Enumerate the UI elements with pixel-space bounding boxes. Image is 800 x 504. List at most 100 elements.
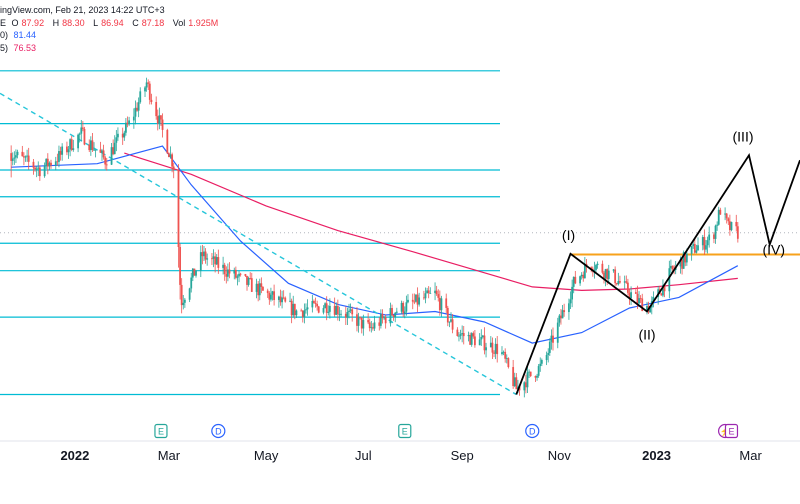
candle[interactable] <box>344 306 347 325</box>
candle[interactable] <box>27 147 30 170</box>
candle[interactable] <box>582 271 585 282</box>
candle[interactable] <box>183 297 186 308</box>
candle[interactable] <box>217 249 220 274</box>
candle[interactable] <box>615 282 618 286</box>
candle[interactable] <box>690 245 693 261</box>
candle[interactable] <box>324 302 326 309</box>
candle[interactable] <box>215 254 218 266</box>
candle[interactable] <box>270 287 272 302</box>
candle[interactable] <box>233 267 236 280</box>
candle[interactable] <box>190 272 193 293</box>
candle[interactable] <box>446 305 449 327</box>
candle[interactable] <box>357 312 360 333</box>
candle[interactable] <box>416 287 419 313</box>
candle[interactable] <box>400 300 403 315</box>
candle[interactable] <box>295 309 298 318</box>
candle[interactable] <box>258 278 261 301</box>
candle[interactable] <box>572 276 575 294</box>
candle[interactable] <box>271 290 274 301</box>
candle[interactable] <box>356 307 358 332</box>
candle[interactable] <box>735 214 738 232</box>
diagonal-trendline[interactable] <box>0 92 517 396</box>
candle[interactable] <box>124 118 127 136</box>
candle[interactable] <box>69 138 72 157</box>
candle[interactable] <box>628 289 631 305</box>
candle[interactable] <box>223 262 226 281</box>
candle[interactable] <box>290 298 293 324</box>
candle[interactable] <box>524 374 527 394</box>
candle[interactable] <box>539 357 542 372</box>
candle[interactable] <box>467 331 470 342</box>
candle[interactable] <box>526 366 529 394</box>
candle[interactable] <box>15 149 17 163</box>
candle[interactable] <box>257 280 260 302</box>
candle[interactable] <box>160 115 162 126</box>
candle[interactable] <box>394 311 397 323</box>
candle[interactable] <box>601 260 604 275</box>
candle[interactable] <box>472 331 475 339</box>
candle[interactable] <box>507 357 510 369</box>
candle[interactable] <box>681 259 683 275</box>
candle[interactable] <box>556 317 559 349</box>
candle[interactable] <box>437 289 440 302</box>
candle[interactable] <box>325 296 328 321</box>
candle[interactable] <box>418 292 421 307</box>
candle[interactable] <box>459 329 462 340</box>
candle[interactable] <box>638 291 640 307</box>
candle[interactable] <box>485 342 487 358</box>
candle[interactable] <box>619 275 621 284</box>
candle[interactable] <box>222 256 225 275</box>
candle[interactable] <box>434 282 436 301</box>
candle[interactable] <box>504 348 507 363</box>
candle[interactable] <box>537 364 540 378</box>
candle[interactable] <box>317 305 320 314</box>
candle[interactable] <box>714 224 717 244</box>
candle[interactable] <box>313 299 315 304</box>
candle[interactable] <box>728 214 731 236</box>
candle[interactable] <box>234 266 237 280</box>
candle[interactable] <box>148 81 151 105</box>
candle[interactable] <box>348 303 350 319</box>
candle[interactable] <box>663 284 666 298</box>
candle[interactable] <box>349 303 352 314</box>
candle[interactable] <box>596 261 599 269</box>
candle[interactable] <box>456 327 459 337</box>
candle[interactable] <box>158 107 161 130</box>
earnings-badge[interactable]: E <box>154 423 168 439</box>
candle[interactable] <box>314 297 317 308</box>
candle[interactable] <box>630 286 632 306</box>
candle[interactable] <box>626 278 629 296</box>
candle[interactable] <box>99 141 102 153</box>
candle[interactable] <box>448 321 451 328</box>
candle[interactable] <box>56 153 59 166</box>
candle[interactable] <box>340 309 342 317</box>
candle[interactable] <box>204 248 207 264</box>
candle[interactable] <box>102 144 105 160</box>
candle[interactable] <box>136 102 138 112</box>
candle[interactable] <box>617 272 620 286</box>
candle[interactable] <box>424 287 427 304</box>
candle[interactable] <box>150 93 153 105</box>
candle[interactable] <box>389 302 392 327</box>
candle[interactable] <box>652 291 655 308</box>
candle[interactable] <box>171 152 174 173</box>
candle[interactable] <box>37 161 40 177</box>
candle[interactable] <box>496 336 499 363</box>
candle[interactable] <box>322 305 325 315</box>
candle[interactable] <box>483 327 486 355</box>
candle[interactable] <box>250 272 253 293</box>
candle[interactable] <box>266 288 269 298</box>
candle[interactable] <box>489 336 492 348</box>
candle[interactable] <box>115 130 118 152</box>
candle[interactable] <box>450 312 452 323</box>
candle[interactable] <box>32 159 35 175</box>
candle[interactable] <box>625 275 628 284</box>
candle[interactable] <box>282 290 285 300</box>
candle[interactable] <box>435 285 438 296</box>
candle[interactable] <box>201 244 204 265</box>
candle[interactable] <box>46 153 49 175</box>
candle[interactable] <box>58 145 60 168</box>
candle[interactable] <box>391 304 393 317</box>
candle[interactable] <box>429 287 432 294</box>
candle[interactable] <box>24 155 27 162</box>
